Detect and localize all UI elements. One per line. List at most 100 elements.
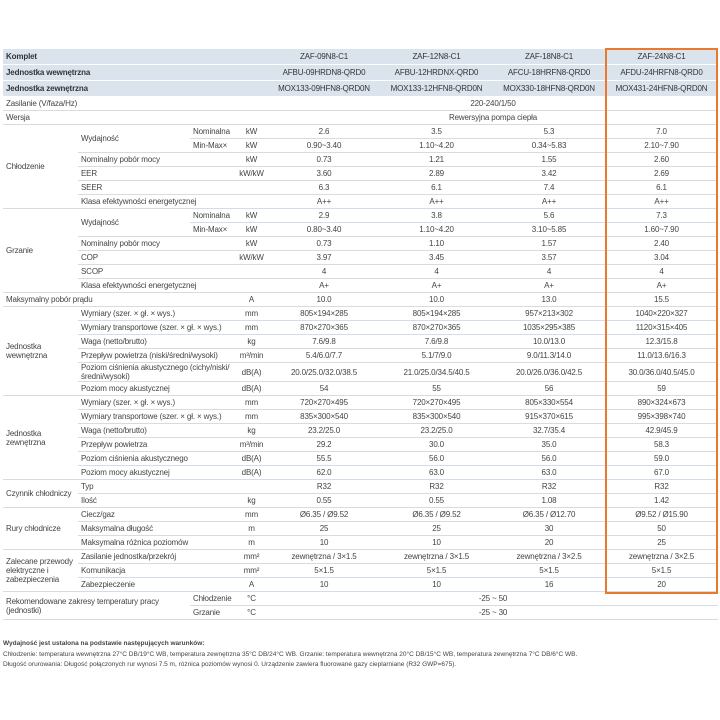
- value-cell: 4: [493, 264, 606, 279]
- group-label: Jednostka zewnętrzna: [3, 395, 78, 480]
- row-label: Ilość: [78, 493, 235, 508]
- value-cell: 2.89: [380, 166, 494, 181]
- table-row: Komunikacja mm² 5×1.5 5×1.5 5×1.5 5×1.5: [3, 563, 719, 578]
- value-cell: A+: [605, 278, 719, 293]
- unit-cell: kW/kW: [235, 166, 269, 181]
- value-cell: 20: [493, 535, 606, 550]
- value-cell: 835×300×540: [268, 409, 381, 424]
- value-cell: 2.69: [605, 166, 719, 181]
- unit-cell: kW: [235, 138, 269, 153]
- value-cell: 23.2/25.0: [380, 423, 494, 438]
- unit-cell: °C: [235, 605, 269, 620]
- table-row: Jednostka zewnętrzna MOX133-09HFN8-QRD0N M…: [3, 80, 719, 97]
- value-cell: 5×1.5: [380, 563, 494, 578]
- row-label: Wersja: [3, 110, 269, 125]
- value-cell: R32: [380, 479, 494, 494]
- unit-cell: mm: [235, 507, 269, 522]
- value-cell: 10: [268, 535, 381, 550]
- value-cell: 0.80~3.40: [268, 222, 381, 237]
- value-cell: 25: [268, 521, 381, 536]
- value-cell: 2.40: [605, 236, 719, 251]
- unit-cell: dB(A): [235, 465, 269, 480]
- value-cell: 0.73: [268, 236, 381, 251]
- value-cell: zewnętrzna / 3×2.5: [493, 549, 606, 564]
- value-cell: 30.0/36.0/40.5/45.0: [605, 362, 719, 382]
- value-cell: 3.8: [380, 208, 494, 223]
- value-cell: 1.55: [493, 152, 606, 167]
- model-cell: AFDU-24HRFN8-QRD0: [605, 64, 719, 81]
- value-cell: 59: [605, 381, 719, 396]
- value-cell: 58.3: [605, 437, 719, 452]
- table-row: Klasa efektywności energetycznej A+ A+ A+ A+: [3, 278, 719, 293]
- value-cell: 50: [605, 521, 719, 536]
- unit-cell: mm²: [235, 549, 269, 564]
- model-cell: AFBU-12HRDNX-QRD0: [380, 64, 494, 81]
- row-label: Zasilanie (V/faza/Hz): [3, 96, 269, 111]
- value-cell: 4: [380, 264, 494, 279]
- value-cell: R32: [268, 479, 381, 494]
- group-label: Rury chłodnicze: [3, 507, 78, 550]
- table-row: Wymiary transportowe (szer. × gł. × wys.…: [3, 320, 719, 335]
- note-line: Chłodzenie: temperatura wewnętrzna 27°C …: [3, 651, 578, 658]
- value-cell: 63.0: [493, 465, 606, 480]
- value-cell: 2.6: [268, 124, 381, 139]
- value-cell: 55: [380, 381, 494, 396]
- value-cell: 23.2/25.0: [268, 423, 381, 438]
- value-cell: 1.60~7.90: [605, 222, 719, 237]
- value-cell: 5×1.5: [605, 563, 719, 578]
- model-cell: ZAF-18N8-C1: [493, 49, 606, 65]
- row-sublabel: Min-Max×: [190, 138, 235, 153]
- unit-cell: A: [235, 577, 269, 592]
- value-cell: 3.10~5.85: [493, 222, 606, 237]
- value-cell: 1040×220×327: [605, 306, 719, 321]
- value-cell: 2.10~7.90: [605, 138, 719, 153]
- unit-cell: m³/min: [235, 348, 269, 363]
- row-sublabel: Nominalna: [190, 208, 235, 223]
- unit-cell: dB(A): [235, 451, 269, 466]
- row-label: Poziom mocy akustycznej: [78, 381, 235, 396]
- model-cell: ZAF-24N8-C1: [605, 49, 719, 65]
- value-cell: 30.0: [380, 437, 494, 452]
- unit-cell: kg: [235, 493, 269, 508]
- row-label: Typ: [78, 479, 235, 494]
- model-cell: MOX133-12HFN8-QRD0N: [380, 80, 494, 97]
- table-row: Maksymalna różnica poziomów m 10 10 20 25: [3, 535, 719, 550]
- value-cell: 11.0/13.6/16.3: [605, 348, 719, 363]
- value-cell: 25: [605, 535, 719, 550]
- merged-value: -25 ~ 50: [268, 591, 719, 606]
- table-row: Chłodzenie Wydajność Nominalna kW 2.6 3.5 5.3 7…: [3, 124, 719, 209]
- row-label: EER: [78, 166, 235, 181]
- value-cell: 5×1.5: [268, 563, 381, 578]
- value-cell: 1.10: [380, 236, 494, 251]
- value-cell: 720×270×495: [268, 395, 381, 410]
- value-cell: 3.45: [380, 250, 494, 265]
- unit-cell: A: [235, 292, 269, 307]
- table-row: EER kW/kW 3.60 2.89 3.42 2.69: [3, 166, 719, 181]
- value-cell: 54: [268, 381, 381, 396]
- value-cell: 7.3: [605, 208, 719, 223]
- row-label: Wydajność: [78, 124, 190, 153]
- value-cell: 0.73: [268, 152, 381, 167]
- group-label: Zalecane przewody elektryczne i zabezpie…: [3, 549, 78, 592]
- value-cell: 6.1: [605, 180, 719, 195]
- table-row: Rekomendowane zakresy temperatury pracy …: [3, 591, 719, 620]
- value-cell: 3.04: [605, 250, 719, 265]
- value-cell: 16: [493, 577, 606, 592]
- model-cell: ZAF-09N8-C1: [268, 49, 381, 65]
- model-cell: ZAF-12N8-C1: [380, 49, 494, 65]
- value-cell: 3.97: [268, 250, 381, 265]
- unit-cell: [235, 180, 269, 195]
- table-row: Ilość kg 0.55 0.55 1.08 1.42: [3, 493, 719, 508]
- value-cell: A+: [493, 278, 606, 293]
- value-cell: 12.3/15.8: [605, 334, 719, 349]
- highlight-box: [605, 48, 719, 594]
- value-cell: 59.0: [605, 451, 719, 466]
- header-label: Jednostka zewnętrzna: [3, 80, 269, 97]
- value-cell: 5.3: [493, 124, 606, 139]
- unit-cell: dB(A): [235, 362, 269, 382]
- value-cell: 21.0/25.0/34.5/40.5: [380, 362, 494, 382]
- group-label: Grzanie: [3, 208, 78, 293]
- value-cell: 1.21: [380, 152, 494, 167]
- unit-cell: m³/min: [235, 437, 269, 452]
